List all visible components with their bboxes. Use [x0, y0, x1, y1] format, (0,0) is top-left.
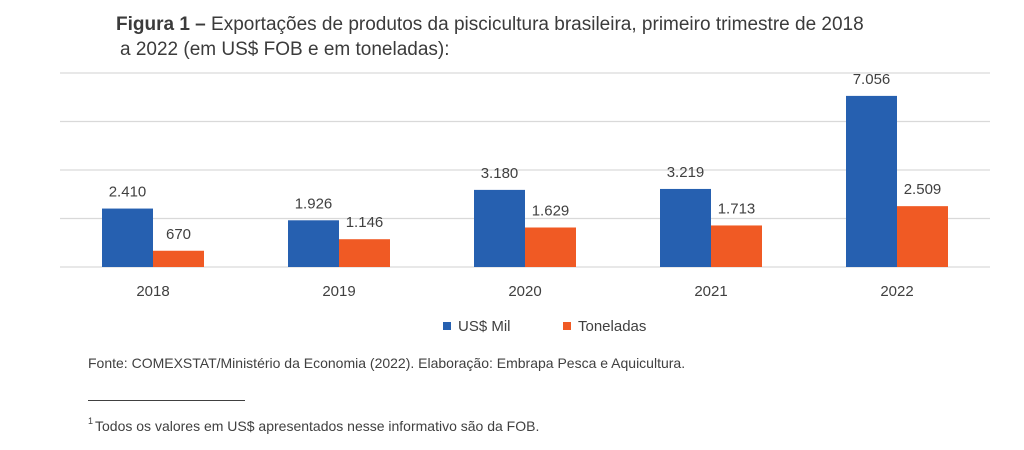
bar-usd-2020 [474, 189, 525, 267]
data-label: 1.926 [295, 195, 333, 212]
data-label: 3.219 [667, 164, 705, 181]
bar-usd-2019 [288, 220, 339, 267]
data-labels: 2.410 670 1.926 1.146 3.180 1.629 3.219 1.713 7.… [109, 71, 942, 243]
x-tick-label: 2019 [322, 283, 355, 300]
footnote-divider [88, 400, 245, 401]
bar-usd-2022 [846, 95, 897, 267]
data-label: 1.146 [346, 214, 384, 231]
legend-swatch-usd [443, 322, 451, 330]
legend: US$ Mil Toneladas [443, 318, 646, 335]
bar-tons-2021 [711, 225, 762, 267]
x-tick-label: 2021 [694, 283, 727, 300]
bar-chart: 2.410 670 1.926 1.146 3.180 1.629 3.219 1.713 7.… [60, 71, 990, 335]
x-tick-labels: 2018 2019 2020 2021 2022 [136, 283, 913, 300]
legend-label: Toneladas [578, 318, 646, 335]
figure-title: Figura 1 – Exportações de produtos da pi… [116, 12, 976, 62]
legend-swatch-tons [563, 322, 571, 330]
bar-tons-2020 [525, 227, 576, 267]
gridlines [60, 72, 990, 268]
data-label: 1.713 [718, 200, 756, 217]
bar-tons-2019 [339, 239, 390, 267]
figure-title-bold: Figura 1 – [116, 14, 206, 35]
data-label: 3.180 [481, 165, 519, 182]
footnote: 1 Todos os valores em US$ apresentados ne… [88, 416, 540, 434]
data-label: 2.410 [109, 184, 147, 201]
bar-usd-2021 [660, 188, 711, 267]
data-label: 7.056 [853, 71, 891, 88]
x-tick-label: 2020 [508, 283, 541, 300]
data-label: 1.629 [532, 202, 570, 219]
x-tick-label: 2018 [136, 283, 169, 300]
data-label: 2.509 [904, 181, 942, 198]
bar-tons-2018 [153, 250, 204, 267]
data-label: 670 [166, 226, 191, 243]
legend-label: US$ Mil [458, 318, 511, 335]
figure-title-line1: Exportações de produtos da piscicultura … [205, 14, 864, 35]
source-note: Fonte: COMEXSTAT/Ministério da Economia … [88, 355, 686, 371]
figure-title-line2: a 2022 (em US$ FOB e em toneladas): [120, 39, 450, 60]
footnote-marker: 1 [88, 416, 94, 426]
bar-usd-2018 [102, 208, 153, 267]
footnote-text: Todos os valores em US$ apresentados nes… [95, 418, 540, 434]
x-tick-label: 2022 [880, 283, 913, 300]
bar-tons-2022 [897, 206, 948, 267]
bars [102, 95, 948, 267]
